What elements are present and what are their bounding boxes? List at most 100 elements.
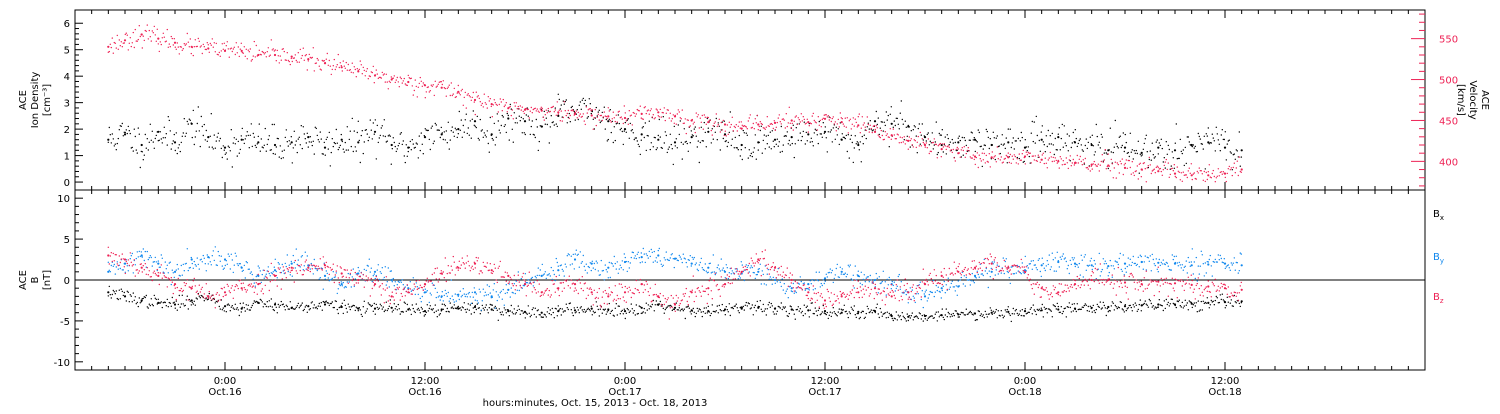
by-point <box>366 270 367 271</box>
velocity-point <box>950 150 951 151</box>
bx-point <box>864 318 865 319</box>
by-point <box>852 279 853 280</box>
velocity-point <box>991 157 992 158</box>
velocity-point <box>565 110 566 111</box>
bx-point <box>893 320 894 321</box>
velocity-point <box>149 30 150 31</box>
by-point <box>900 289 901 290</box>
ion-density-point <box>271 149 272 150</box>
by-point <box>145 251 146 252</box>
by-point <box>147 251 148 252</box>
bx-point <box>665 309 666 310</box>
velocity-point <box>467 94 468 95</box>
bx-point <box>815 307 816 308</box>
by-point <box>785 293 786 294</box>
bx-point <box>538 309 539 310</box>
ion-density-point <box>903 124 904 125</box>
velocity-point <box>1133 172 1134 173</box>
by-point <box>213 250 214 251</box>
ion-density-point <box>964 137 965 138</box>
bx-point <box>420 312 421 313</box>
velocity-point <box>417 96 418 97</box>
ion-density-point <box>253 133 254 134</box>
velocity-point <box>791 119 793 121</box>
ion-density-point <box>134 129 135 130</box>
ion-density-point <box>869 128 870 129</box>
ion-density-point <box>452 126 453 127</box>
ion-density-point <box>470 120 471 121</box>
bx-point <box>921 318 922 319</box>
ion-density-point <box>966 145 967 146</box>
bx-point <box>512 312 513 313</box>
x-tick-label-date: Oct.17 <box>608 387 641 398</box>
velocity-point <box>545 114 546 115</box>
bx-point <box>114 291 115 292</box>
ion-density-point <box>170 130 171 131</box>
ion-density-point <box>943 151 944 152</box>
by-point <box>446 293 447 294</box>
by-point <box>272 273 273 274</box>
ion-density-point <box>687 143 688 144</box>
ion-density-point <box>849 157 850 158</box>
velocity-point <box>119 39 120 40</box>
by-point <box>923 307 924 308</box>
ion-density-point <box>824 133 825 134</box>
by-point <box>375 278 376 279</box>
ion-density-point <box>1058 134 1059 135</box>
by-point <box>679 255 680 256</box>
bx-point <box>122 291 123 292</box>
velocity-point <box>989 153 990 154</box>
bx-point <box>980 315 981 316</box>
velocity-point <box>595 109 596 110</box>
bx-point <box>892 318 893 319</box>
velocity-point <box>614 117 615 118</box>
by-point <box>847 274 848 275</box>
ion-density-point <box>311 141 312 142</box>
by-point <box>364 269 365 270</box>
bx-point <box>145 297 146 298</box>
bx-point <box>703 311 704 312</box>
by-point <box>314 259 315 260</box>
ion-density-point <box>176 132 177 133</box>
velocity-point <box>893 128 894 129</box>
ion-density-point <box>1213 137 1214 138</box>
ion-density-point <box>1145 138 1146 139</box>
velocity-point <box>697 116 698 117</box>
bx-point <box>242 307 243 308</box>
ion-density-point <box>959 136 960 137</box>
velocity-point <box>553 106 554 107</box>
velocity-point <box>438 84 439 85</box>
bx-point <box>275 303 276 304</box>
by-point <box>831 272 832 273</box>
velocity-point <box>1145 168 1146 169</box>
ion-density-point <box>802 136 803 137</box>
bx-point <box>563 311 564 312</box>
ion-density-point <box>276 146 277 147</box>
bx-point <box>531 315 532 316</box>
bx-point <box>135 296 136 297</box>
by-point <box>768 269 769 270</box>
ion-density-point <box>385 136 386 137</box>
bx-point <box>607 311 608 312</box>
velocity-point <box>747 128 748 129</box>
velocity-point <box>1154 169 1155 170</box>
velocity-point <box>725 131 726 132</box>
ion-density-point <box>243 139 244 140</box>
velocity-point <box>292 61 293 62</box>
ion-density-point <box>1194 147 1195 148</box>
ion-density-point <box>727 146 728 147</box>
ion-density-point <box>694 128 695 129</box>
bx-point <box>559 309 560 310</box>
bx-point <box>1111 305 1112 306</box>
velocity-point <box>426 91 427 92</box>
velocity-point <box>968 147 969 148</box>
velocity-point <box>590 108 591 109</box>
bx-point <box>1230 303 1231 304</box>
bx-point <box>905 318 906 319</box>
velocity-point <box>198 38 199 39</box>
velocity-point <box>309 54 310 55</box>
bx-point <box>1015 310 1016 311</box>
bx-point <box>112 294 113 295</box>
bx-point <box>551 314 552 315</box>
